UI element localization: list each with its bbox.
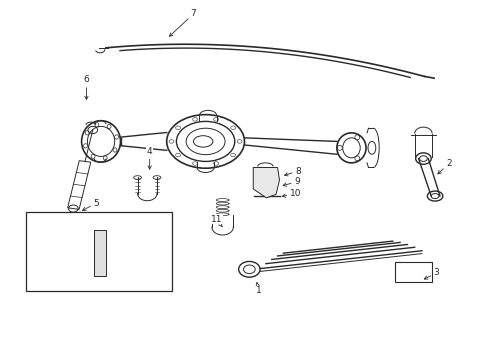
Text: 10: 10	[282, 189, 301, 198]
Polygon shape	[253, 167, 279, 198]
Text: 7: 7	[169, 9, 196, 36]
Text: 6: 6	[83, 76, 89, 99]
Bar	[394, 262, 431, 282]
Text: 3: 3	[424, 268, 439, 279]
Text: 8: 8	[284, 167, 300, 176]
Text: 5: 5	[82, 199, 99, 211]
Text: 9: 9	[283, 177, 299, 186]
Text: 4: 4	[146, 147, 152, 169]
Text: 2: 2	[437, 159, 450, 174]
Text: 1: 1	[256, 283, 262, 295]
Text: 11: 11	[210, 215, 222, 226]
Bar	[26, 212, 171, 291]
Bar	[94, 230, 106, 276]
